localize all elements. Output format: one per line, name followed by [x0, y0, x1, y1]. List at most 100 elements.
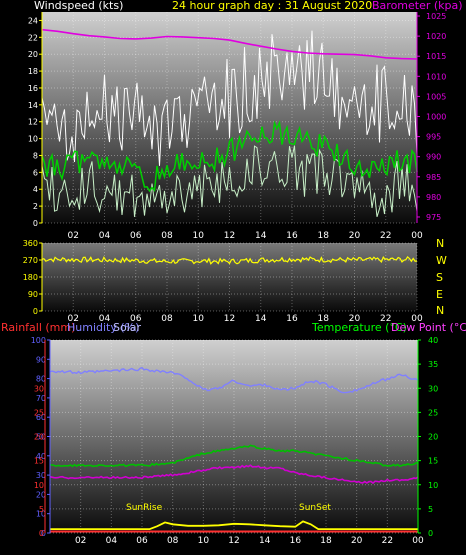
left-tick-label: 12	[28, 118, 38, 127]
right-tick-label: 995	[426, 133, 441, 142]
x-tick-label: 00	[411, 231, 423, 241]
dewpoint-axis-label: Dew Point (°C)	[391, 321, 466, 334]
solar-axis-label: Solar	[113, 321, 142, 334]
left-tick-label: 270	[23, 256, 38, 265]
right-tick-label: 0	[428, 529, 433, 538]
wind-plot-background	[42, 12, 417, 223]
gust-line	[41, 30, 418, 166]
compass-label: N	[436, 237, 444, 250]
x-tick-label: 20	[351, 536, 363, 546]
x-tick-label: 08	[161, 231, 173, 241]
rain-tick-label: 25	[34, 408, 44, 417]
rain-tick-label: 15	[34, 457, 44, 466]
wind-average-line	[41, 119, 418, 193]
x-tick-label: 06	[130, 231, 142, 241]
right-tick-label: 20	[428, 433, 438, 442]
x-tick-label: 22	[382, 536, 393, 546]
x-tick-label: 16	[286, 314, 298, 324]
barometer-axis-label: Barometer (kpa)	[372, 0, 463, 12]
left-tick-label: 22	[28, 33, 38, 42]
x-tick-label: 20	[349, 231, 361, 241]
left-tick-label: 14	[28, 101, 38, 110]
rain-tick-label: 10	[34, 481, 44, 490]
right-tick-label: 1000	[426, 112, 446, 121]
left-tick-label: 24	[28, 16, 38, 25]
x-tick-label: 18	[320, 536, 332, 546]
left-tick-label: 8	[33, 151, 38, 160]
x-tick-label: 14	[255, 314, 267, 324]
right-tick-label: 990	[426, 153, 441, 162]
wind-low-line	[41, 145, 418, 217]
rain-tick-label: 20	[34, 433, 44, 442]
x-tick-label: 18	[318, 314, 330, 324]
left-tick-label: 90	[28, 290, 38, 299]
left-tick-label: 30	[36, 471, 46, 480]
left-tick-label: 360	[23, 239, 38, 248]
left-tick-label: 0	[33, 219, 38, 228]
direction-grid	[42, 242, 418, 312]
x-tick-label: 22	[380, 231, 391, 241]
solar-line	[50, 520, 418, 530]
right-tick-label: 1025	[426, 12, 446, 21]
rain-tick-label: 0	[39, 529, 44, 538]
x-tick-label: 00	[412, 536, 424, 546]
compass-label: W	[436, 254, 447, 267]
right-tick-label: 25	[428, 408, 438, 417]
x-tick-label: 04	[99, 314, 111, 324]
right-tick-label: 15	[428, 457, 438, 466]
x-tick-label: 06	[136, 536, 148, 546]
x-tick-label: 20	[349, 314, 361, 324]
direction-series	[41, 255, 418, 265]
right-tick-label: 985	[426, 173, 441, 182]
climate-plot-background	[50, 340, 418, 533]
left-tick-label: 60	[36, 413, 46, 422]
climate-axes: 02 04 06 08 10 12 14 16 18 20 22 000102030405060708…	[31, 336, 438, 546]
left-tick-label: 90	[36, 355, 46, 364]
left-tick-label: 2	[33, 202, 38, 211]
wind-panel: 02 04 06 08 10 12 14 16 18 20 22 000246810121416182…	[28, 0, 463, 241]
left-tick-label: 0	[33, 307, 38, 316]
windspeed-axis-label: Windspeed (kts)	[34, 0, 123, 12]
x-tick-label: 04	[99, 231, 111, 241]
compass-label: E	[436, 288, 443, 301]
x-tick-label: 10	[193, 231, 205, 241]
x-tick-label: 10	[193, 314, 205, 324]
left-tick-label: 4	[33, 185, 38, 194]
left-tick-label: 20	[28, 50, 38, 59]
sunset-label: SunSet	[299, 503, 331, 513]
humidity-line	[49, 366, 419, 394]
humidity-axis-label: Humidity (%)	[67, 321, 139, 334]
left-tick-label: 18	[28, 67, 38, 76]
sunrise-label: SunRise	[126, 503, 163, 513]
right-tick-label: 40	[428, 336, 438, 345]
wind-direction-line	[41, 255, 418, 265]
x-tick-label: 04	[106, 536, 118, 546]
x-tick-label: 12	[228, 536, 239, 546]
left-tick-label: 40	[36, 452, 46, 461]
x-tick-label: 22	[380, 314, 391, 324]
x-tick-label: 02	[68, 314, 79, 324]
left-tick-label: 10	[36, 510, 46, 519]
left-tick-label: 100	[31, 336, 46, 345]
x-tick-label: 02	[68, 231, 79, 241]
x-tick-label: 08	[167, 536, 179, 546]
x-tick-label: 12	[224, 314, 235, 324]
chart-title: 24 hour graph day : 31 August 2020	[172, 0, 372, 12]
right-tick-label: 1005	[426, 92, 446, 101]
rain-tick-label: 30	[34, 384, 44, 393]
right-tick-label: 5	[428, 505, 433, 514]
x-tick-label: 08	[161, 314, 173, 324]
left-tick-label: 70	[36, 394, 46, 403]
compass-label: N	[436, 304, 444, 317]
left-tick-label: 6	[33, 168, 38, 177]
compass-label: S	[436, 271, 443, 284]
left-tick-label: 0	[41, 529, 46, 538]
x-tick-label: 14	[255, 231, 267, 241]
right-tick-label: 1010	[426, 72, 446, 81]
rain-tick-label: 5	[39, 505, 44, 514]
climate-series	[49, 366, 419, 533]
x-tick-label: 02	[75, 536, 86, 546]
